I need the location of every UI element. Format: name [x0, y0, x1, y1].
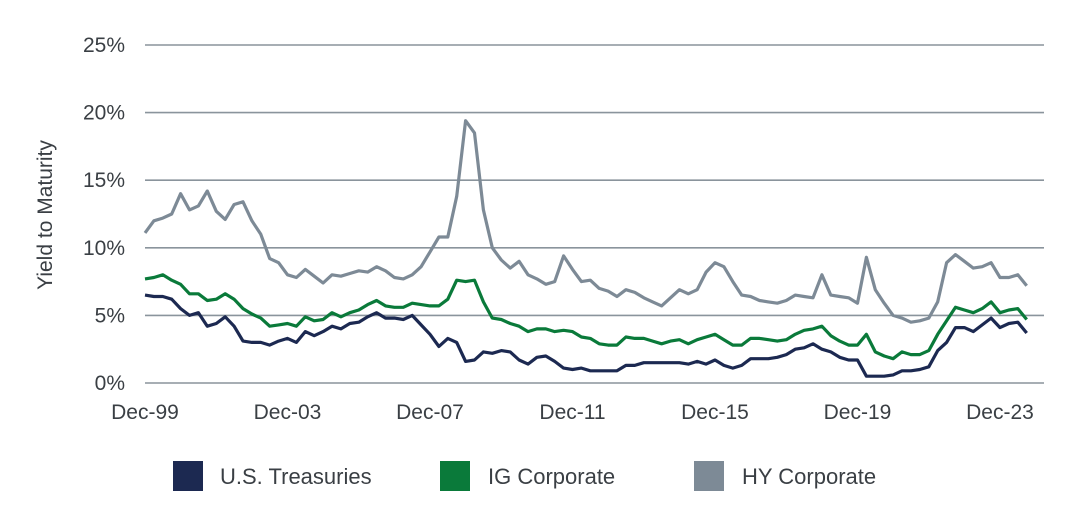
y-tick-label: 10% — [83, 237, 125, 260]
y-axis-ticks: 0% 5% 10% 15% 20% 25% — [83, 34, 125, 395]
legend-label-treasuries: U.S. Treasuries — [220, 464, 372, 489]
series-line-u-s-treasuries — [144, 293, 1028, 378]
y-tick-label: 0% — [95, 372, 125, 395]
x-tick-label: Dec-15 — [681, 401, 749, 424]
legend-swatch-treasuries — [173, 461, 203, 491]
legend-swatch-hy — [694, 461, 724, 491]
y-axis-label: Yield to Maturity — [34, 140, 57, 290]
series-line-ig-corporate — [144, 273, 1028, 361]
legend-label-ig: IG Corporate — [488, 464, 615, 489]
y-tick-label: 25% — [83, 34, 125, 57]
y-tick-label: 20% — [83, 102, 125, 125]
x-tick-label: Dec-99 — [111, 401, 179, 424]
x-tick-label: Dec-03 — [254, 401, 322, 424]
series-line-hy-corporate — [143, 119, 1028, 324]
series-lines — [143, 119, 1028, 378]
x-tick-label: Dec-23 — [966, 401, 1034, 424]
x-tick-label: Dec-19 — [824, 401, 892, 424]
gridlines — [145, 44, 1044, 384]
y-tick-label: 15% — [83, 169, 125, 192]
legend-label-hy: HY Corporate — [742, 464, 876, 489]
x-tick-label: Dec-11 — [539, 401, 605, 424]
x-tick-label: Dec-07 — [396, 401, 464, 424]
y-tick-label: 5% — [95, 304, 125, 327]
legend-swatch-ig — [440, 461, 470, 491]
x-axis-ticks: Dec-99 Dec-03 Dec-07 Dec-11 Dec-15 Dec-19 Dec-… — [111, 401, 1034, 424]
legend: U.S. Treasuries IG Corporate HY Corporat… — [173, 461, 876, 491]
